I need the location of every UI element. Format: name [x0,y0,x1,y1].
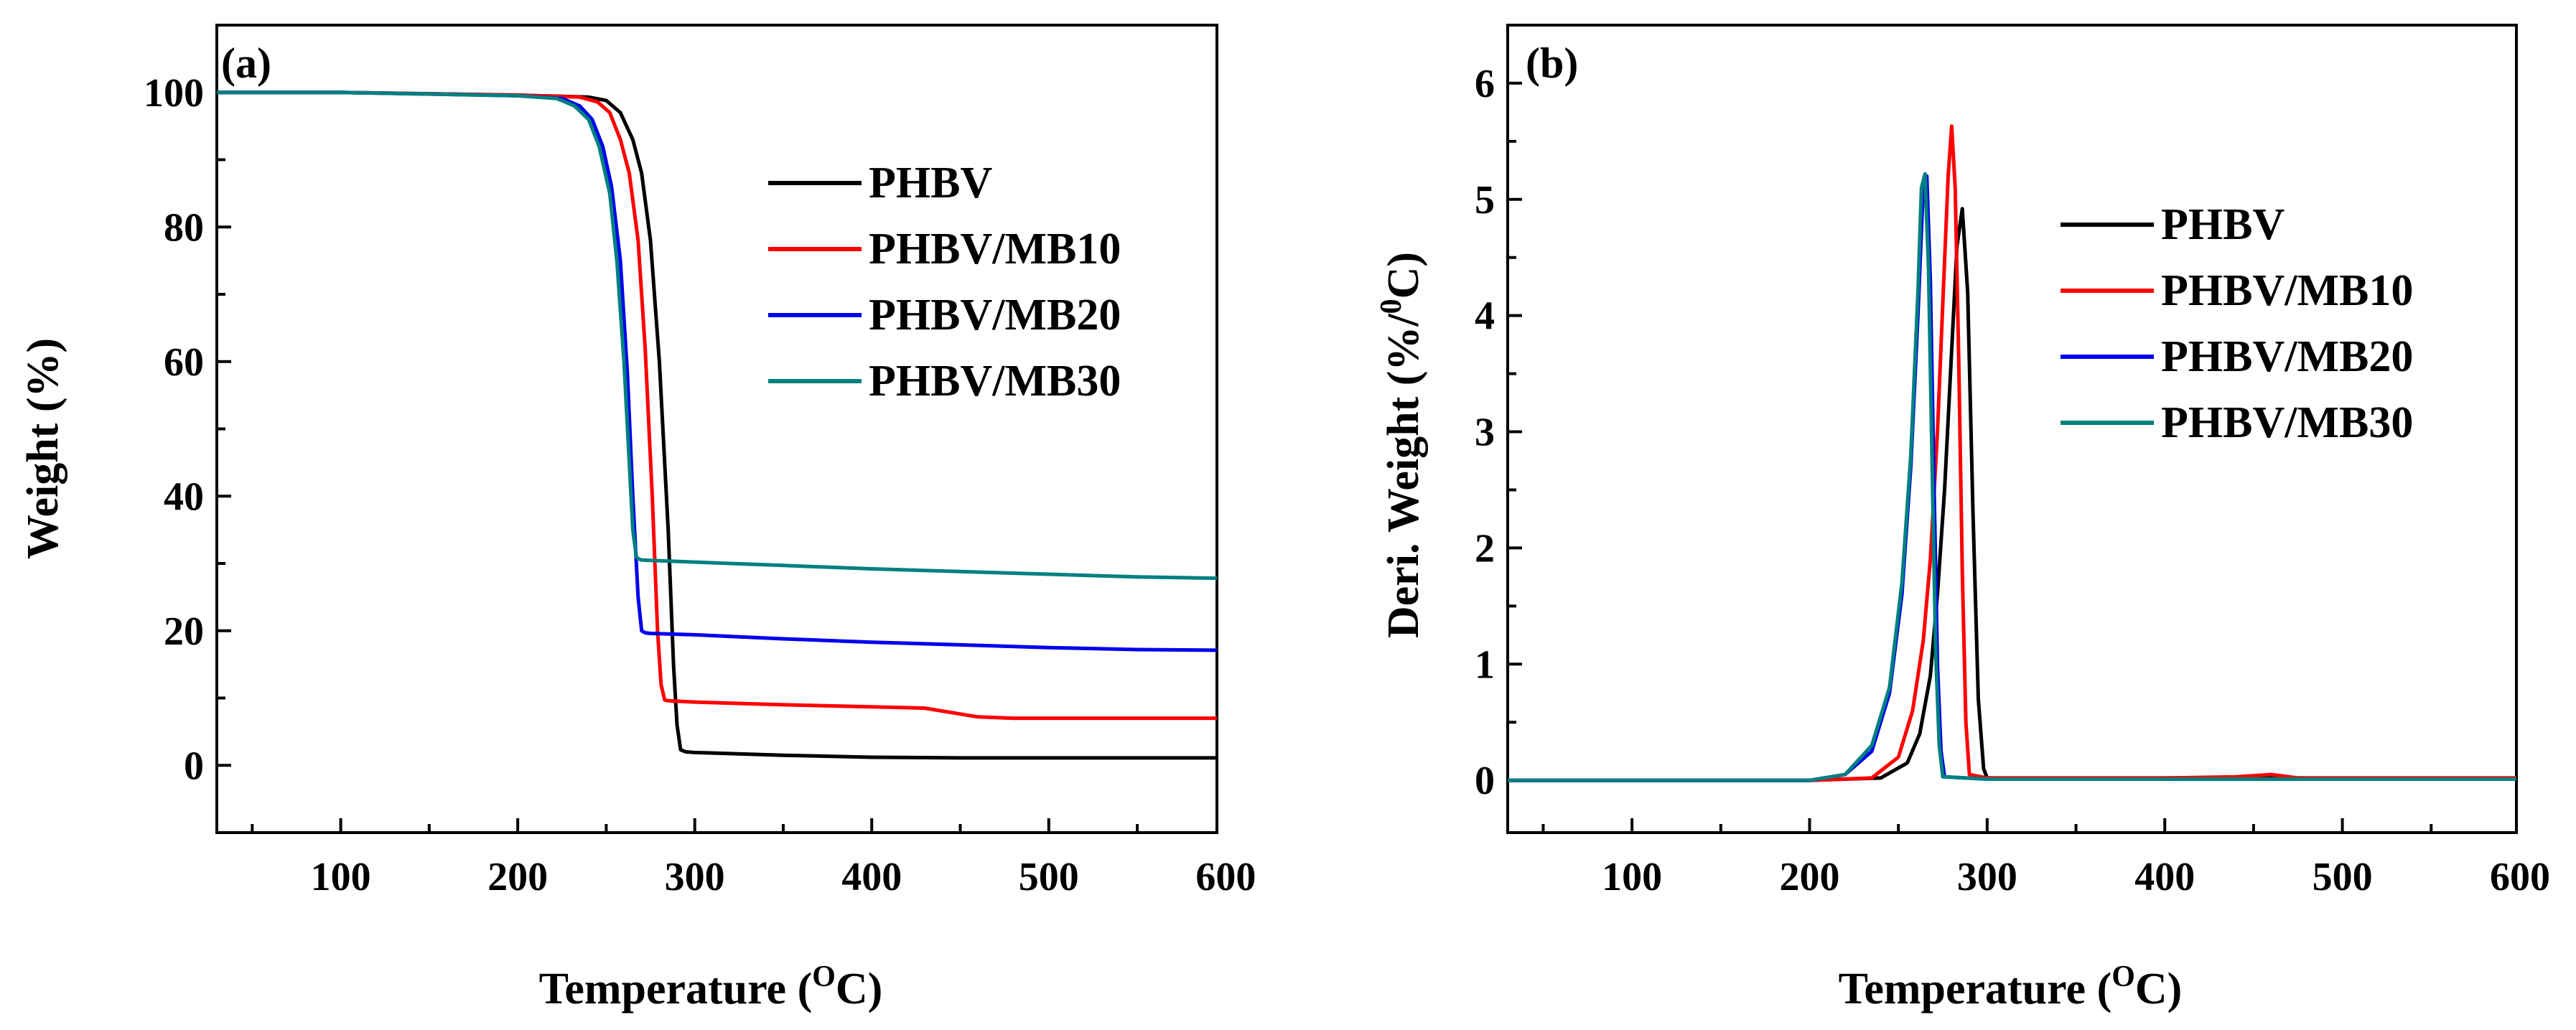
x-tick-label: 200 [1780,855,1840,899]
series-lines-a [217,90,1218,760]
legend-label: PHBV/MB30 [869,357,1121,406]
panel-b: 100 200 300 400 500 600 0 1 2 3 4 5 6 (b) Temperatu… [1375,24,2550,1013]
series-line-phbv [217,90,1217,760]
y-tick-label: 0 [1475,759,1495,803]
x-tick-label: 300 [1957,855,2017,899]
y-axis-ticks-b: 0 1 2 3 4 5 6 [1475,24,1522,803]
legend-label: PHBV/MB30 [2161,398,2413,447]
legend-label: PHBV/MB10 [869,225,1121,273]
legend-b: PHBV PHBV/MB10 PHBV/MB20 PHBV/MB30 [2061,200,2413,447]
x-tick-label: 500 [1019,855,1079,899]
x-axis-ticks-a: 100 200 300 400 500 600 [251,818,1256,899]
y-tick-label: 4 [1475,294,1495,339]
y-tick-label: 80 [164,205,204,250]
panel-label-b: (b) [1526,39,1578,87]
x-axis-ticks-b: 100 200 300 400 500 600 [1541,818,2550,899]
series-line-phbv-mb10 [1508,124,2516,782]
legend-label: PHBV/MB20 [2161,332,2413,381]
legend-label: PHBV/MB20 [869,291,1121,340]
panel-a: 100 200 300 400 500 600 0 20 40 60 80 100 (a) Temp… [19,24,1256,1013]
x-tick-label: 400 [841,855,902,899]
panel-label-a: (a) [221,39,271,87]
x-axis-title-a: Temperature (OC) [539,960,883,1013]
x-axis-title-b: Temperature (OC) [1839,960,2183,1013]
x-tick-label: 500 [2313,855,2373,899]
y-tick-label: 6 [1475,62,1495,106]
y-tick-label: 1 [1475,642,1495,687]
series-line-phbv-mb10 [217,90,1217,721]
y-tick-label: 2 [1475,526,1495,571]
series-line-phbv-mb30 [217,90,1218,581]
legend-a: PHBV PHBV/MB10 PHBV/MB20 PHBV/MB30 [768,159,1121,406]
legend-label: PHBV [2161,200,2285,249]
x-tick-label: 600 [1195,855,1256,899]
y-tick-label: 5 [1475,178,1495,223]
x-tick-label: 400 [2134,855,2195,899]
x-tick-label: 100 [311,855,371,899]
y-tick-label: 0 [184,744,204,788]
series-line-phbv-mb30 [1508,172,2516,782]
y-tick-label: 60 [164,340,204,385]
y-axis-title-b: Deri. Weight (%/0C) [1375,252,1428,638]
x-tick-label: 600 [2490,855,2550,899]
y-axis-title-a: Weight (%) [19,338,67,559]
y-tick-label: 3 [1475,411,1495,455]
series-lines-b [1508,124,2516,782]
x-tick-label: 200 [487,855,548,899]
legend-label: PHBV/MB10 [2161,266,2413,315]
x-tick-label: 300 [665,855,725,899]
y-tick-label: 20 [164,609,204,654]
plot-frame-b [1506,24,2518,834]
legend-label: PHBV [869,159,992,207]
y-tick-label: 40 [164,474,204,519]
plot-frame-a [215,24,1218,834]
x-tick-label: 100 [1602,855,1662,899]
y-tick-label: 100 [144,71,204,116]
